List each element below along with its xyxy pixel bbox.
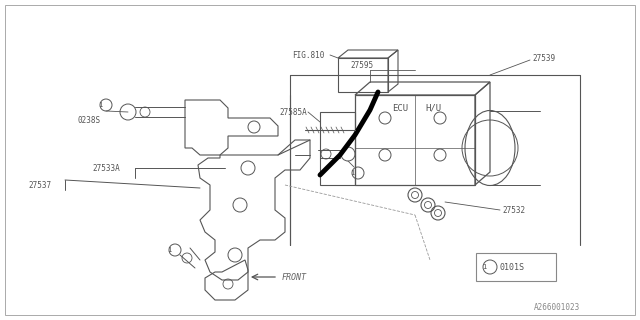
Text: ECU: ECU xyxy=(392,103,408,113)
Text: 1: 1 xyxy=(98,102,102,108)
Text: A266001023: A266001023 xyxy=(534,303,580,313)
Text: H/U: H/U xyxy=(425,103,441,113)
Text: FIG.810: FIG.810 xyxy=(292,51,324,60)
Text: 27585A: 27585A xyxy=(279,108,307,116)
Text: 1: 1 xyxy=(482,264,486,270)
Text: 1: 1 xyxy=(167,247,171,253)
Text: 0238S: 0238S xyxy=(78,116,101,124)
Text: 27537: 27537 xyxy=(28,180,51,189)
Bar xyxy=(476,253,556,281)
Text: 27533A: 27533A xyxy=(92,164,120,172)
Text: 1: 1 xyxy=(350,170,354,176)
Text: FRONT: FRONT xyxy=(282,273,307,282)
Text: 27539: 27539 xyxy=(532,53,555,62)
Text: 0101S: 0101S xyxy=(500,262,525,271)
Text: 27595: 27595 xyxy=(350,60,373,69)
Text: 27532: 27532 xyxy=(502,205,525,214)
